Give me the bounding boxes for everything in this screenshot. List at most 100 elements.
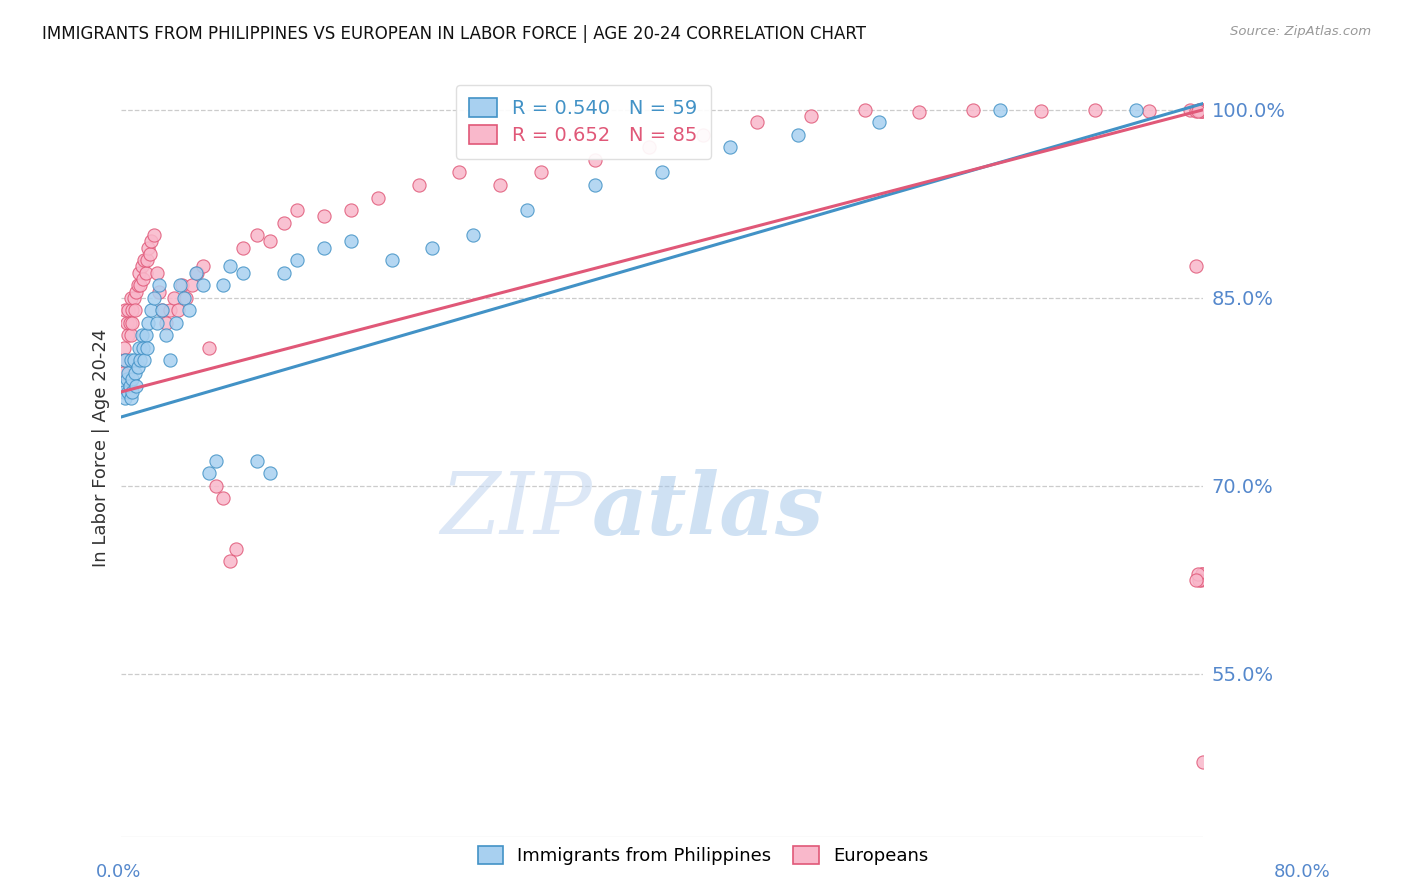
Point <box>122 291 145 305</box>
Point <box>1192 103 1215 118</box>
Point <box>246 228 269 243</box>
Point <box>128 266 150 280</box>
Text: Source: ZipAtlas.com: Source: ZipAtlas.com <box>1230 25 1371 38</box>
Point <box>120 353 142 368</box>
Point <box>117 328 139 343</box>
Point <box>159 303 181 318</box>
Point <box>150 303 173 318</box>
Point <box>129 353 152 368</box>
Point <box>155 328 177 343</box>
Point <box>180 278 202 293</box>
Point <box>131 260 153 274</box>
Point <box>120 391 142 405</box>
Point <box>1084 103 1107 117</box>
Point <box>800 109 823 123</box>
Point <box>786 128 808 142</box>
Point <box>191 278 214 293</box>
Point <box>172 278 194 293</box>
Point <box>1187 566 1209 581</box>
Point <box>118 316 141 330</box>
Point <box>232 241 254 255</box>
Point <box>155 316 177 330</box>
Point <box>340 202 363 217</box>
Point <box>637 140 659 154</box>
Point <box>1188 573 1211 587</box>
Point <box>120 328 142 343</box>
Point <box>198 341 221 355</box>
Point <box>117 384 139 399</box>
Point <box>1189 573 1212 587</box>
Point <box>112 384 135 399</box>
Point <box>117 303 139 318</box>
Point <box>212 278 235 293</box>
Point <box>367 190 389 204</box>
Point <box>868 115 890 129</box>
Point <box>132 341 155 355</box>
Point <box>121 316 143 330</box>
Point <box>853 103 876 117</box>
Point <box>121 303 143 318</box>
Point <box>121 384 143 399</box>
Point <box>692 128 714 142</box>
Point <box>111 366 134 380</box>
Point <box>530 165 553 179</box>
Text: 80.0%: 80.0% <box>1274 863 1330 881</box>
Point <box>124 303 146 318</box>
Point <box>115 316 138 330</box>
Point <box>259 235 281 249</box>
Point <box>1188 103 1211 117</box>
Point <box>125 378 148 392</box>
Point <box>117 366 139 380</box>
Point <box>962 103 984 117</box>
Point <box>121 372 143 386</box>
Point <box>489 178 512 192</box>
Point <box>990 103 1012 117</box>
Point <box>118 378 141 392</box>
Point <box>114 303 136 318</box>
Point <box>111 378 134 392</box>
Point <box>218 554 240 568</box>
Point <box>461 228 484 243</box>
Text: IMMIGRANTS FROM PHILIPPINES VS EUROPEAN IN LABOR FORCE | AGE 20-24 CORRELATION C: IMMIGRANTS FROM PHILIPPINES VS EUROPEAN … <box>42 25 866 43</box>
Point <box>259 467 281 481</box>
Point <box>1029 103 1052 118</box>
Point <box>1191 566 1213 581</box>
Legend: Immigrants from Philippines, Europeans: Immigrants from Philippines, Europeans <box>471 839 935 872</box>
Point <box>141 303 163 318</box>
Point <box>285 202 308 217</box>
Point <box>1189 103 1212 118</box>
Point <box>145 316 167 330</box>
Point <box>132 272 155 286</box>
Point <box>1192 755 1215 769</box>
Point <box>205 479 228 493</box>
Point <box>1178 103 1201 117</box>
Point <box>139 247 162 261</box>
Point <box>114 391 136 405</box>
Point <box>138 241 160 255</box>
Point <box>138 316 160 330</box>
Point <box>115 372 138 386</box>
Point <box>186 266 208 280</box>
Point <box>340 235 363 249</box>
Point <box>135 266 157 280</box>
Point <box>651 165 673 179</box>
Point <box>136 253 159 268</box>
Point <box>314 209 336 223</box>
Point <box>191 260 214 274</box>
Point <box>205 454 228 468</box>
Legend: R = 0.540   N = 59, R = 0.652   N = 85: R = 0.540 N = 59, R = 0.652 N = 85 <box>456 85 711 159</box>
Point <box>150 303 173 318</box>
Point <box>246 454 269 468</box>
Point <box>232 266 254 280</box>
Point <box>165 316 187 330</box>
Point <box>212 491 235 506</box>
Point <box>122 353 145 368</box>
Point <box>142 228 165 243</box>
Point <box>128 341 150 355</box>
Point <box>114 353 136 368</box>
Point <box>127 278 149 293</box>
Point <box>583 178 606 192</box>
Point <box>135 328 157 343</box>
Point <box>225 541 247 556</box>
Point <box>273 216 295 230</box>
